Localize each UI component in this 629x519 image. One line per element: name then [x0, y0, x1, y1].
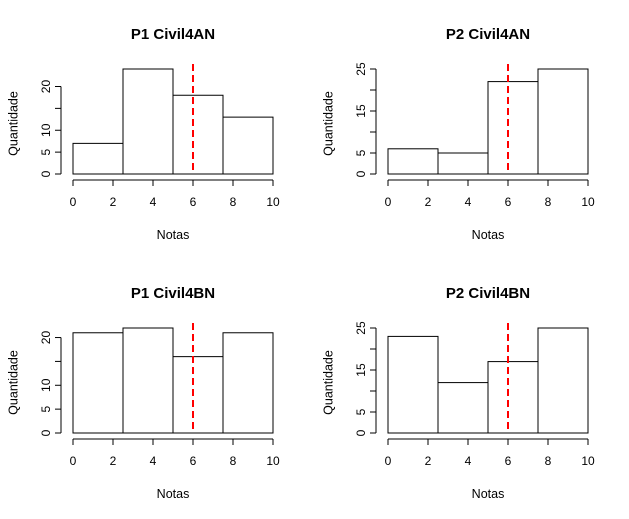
- histogram-bar: [172, 356, 224, 434]
- chart-title: P1 Civil4AN: [131, 26, 215, 43]
- x-tick-label: 10: [581, 454, 595, 468]
- y-tick-label: 10: [39, 378, 53, 392]
- x-axis-label: Notas: [157, 228, 190, 242]
- x-tick-label: 6: [505, 195, 512, 209]
- x-tick-label: 8: [545, 195, 552, 209]
- x-tick-label: 4: [465, 195, 472, 209]
- x-tick-label: 8: [230, 454, 237, 468]
- x-tick-label: 0: [70, 195, 77, 209]
- y-tick-label: 0: [354, 429, 368, 436]
- histogram-bar: [487, 361, 539, 434]
- x-tick-label: 2: [425, 454, 432, 468]
- histogram-bar: [387, 148, 439, 175]
- chart-title: P2 Civil4AN: [446, 26, 530, 43]
- x-tick-label: 10: [266, 195, 280, 209]
- histogram-bar: [72, 332, 124, 434]
- y-tick-label: 10: [39, 123, 53, 137]
- y-tick-label: 5: [39, 405, 53, 412]
- histogram-panel-2: P2 Civil4AN 0 2 4 6 8 10 Notas 0 5 15 25 Quantidade: [321, 26, 595, 242]
- y-tick-label: 25: [354, 62, 368, 76]
- histogram-bar: [537, 68, 589, 175]
- histogram-bar: [387, 335, 439, 434]
- x-tick-label: 10: [581, 195, 595, 209]
- x-tick-label: 10: [266, 454, 280, 468]
- chart-title: P2 Civil4BN: [446, 285, 530, 302]
- x-tick-label: 0: [385, 195, 392, 209]
- y-tick-label: 15: [354, 104, 368, 118]
- x-tick-label: 0: [385, 454, 392, 468]
- histogram-bar: [72, 142, 124, 175]
- histogram-bar: [122, 327, 174, 434]
- y-axis-label: Quantidade: [6, 350, 20, 415]
- x-tick-label: 8: [230, 195, 237, 209]
- histogram-bar: [172, 94, 224, 175]
- x-axis-label: Notas: [472, 228, 505, 242]
- y-tick-label: 0: [39, 429, 53, 436]
- y-tick-label: 25: [354, 321, 368, 335]
- x-tick-label: 4: [150, 195, 157, 209]
- x-tick-label: 6: [190, 195, 197, 209]
- x-tick-label: 2: [110, 454, 117, 468]
- y-tick-label: 0: [39, 170, 53, 177]
- y-axis-label: Quantidade: [321, 91, 335, 156]
- x-tick-label: 2: [425, 195, 432, 209]
- y-tick-label: 5: [354, 149, 368, 156]
- histogram-bar: [537, 327, 589, 434]
- histogram-panel-4: P2 Civil4BN 0 2 4 6 8 10 Notas 0 5 15 25 Quantidade: [321, 285, 595, 501]
- y-axis-label: Quantidade: [321, 350, 335, 415]
- histogram-bar: [487, 81, 539, 175]
- histogram-bar: [437, 382, 489, 434]
- histogram-bar: [222, 116, 274, 175]
- x-axis-label: Notas: [157, 487, 190, 501]
- histogram-panel-1: P1 Civil4AN 0 2 4 6 8 10 Notas 0 5 10 20 Quantidade: [6, 26, 280, 242]
- chart-title: P1 Civil4BN: [131, 285, 215, 302]
- y-tick-label: 0: [354, 170, 368, 177]
- x-tick-label: 6: [190, 454, 197, 468]
- histogram-bar: [437, 152, 489, 175]
- histogram-bar: [122, 68, 174, 175]
- x-tick-label: 0: [70, 454, 77, 468]
- y-tick-label: 5: [39, 148, 53, 155]
- histogram-bar: [222, 332, 274, 434]
- x-axis-label: Notas: [472, 487, 505, 501]
- y-tick-label: 20: [39, 80, 53, 94]
- x-tick-label: 4: [150, 454, 157, 468]
- x-tick-label: 2: [110, 195, 117, 209]
- y-tick-label: 15: [354, 363, 368, 377]
- histogram-panel-3: P1 Civil4BN 0 2 4 6 8 10 Notas 0 5 10 20 Quantidade: [6, 285, 280, 501]
- x-tick-label: 6: [505, 454, 512, 468]
- y-axis-label: Quantidade: [6, 91, 20, 156]
- x-tick-label: 8: [545, 454, 552, 468]
- y-tick-label: 20: [39, 331, 53, 345]
- x-tick-label: 4: [465, 454, 472, 468]
- y-tick-label: 5: [354, 408, 368, 415]
